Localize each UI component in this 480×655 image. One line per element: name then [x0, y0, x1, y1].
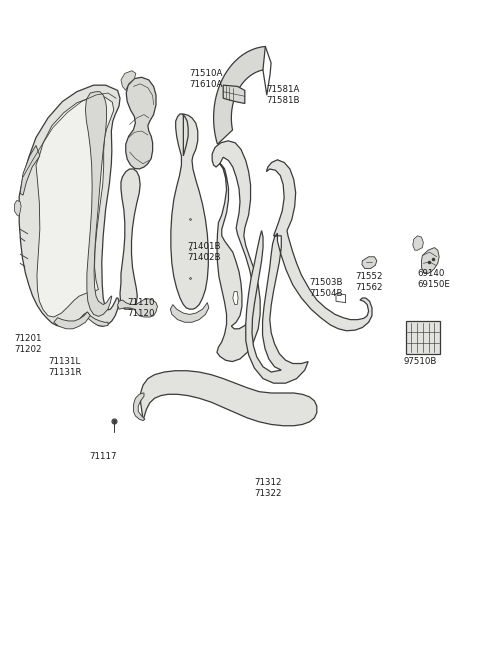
Text: 71312
71322: 71312 71322 — [254, 478, 282, 498]
Polygon shape — [246, 160, 372, 383]
Polygon shape — [212, 141, 260, 362]
Polygon shape — [121, 71, 136, 90]
Polygon shape — [133, 393, 145, 421]
Polygon shape — [85, 92, 112, 316]
Polygon shape — [413, 236, 423, 250]
Text: 71201
71202: 71201 71202 — [14, 334, 42, 354]
Polygon shape — [223, 85, 245, 103]
Polygon shape — [19, 85, 120, 326]
Polygon shape — [170, 303, 209, 322]
Text: 71117: 71117 — [89, 452, 116, 461]
Polygon shape — [171, 114, 208, 309]
Polygon shape — [36, 97, 114, 317]
Text: 71401B
71402B: 71401B 71402B — [187, 242, 221, 263]
Text: 71552
71562: 71552 71562 — [355, 272, 383, 292]
Text: 71503B
71504B: 71503B 71504B — [310, 278, 343, 299]
Polygon shape — [233, 291, 238, 305]
Polygon shape — [421, 248, 439, 274]
Text: 69140
69150E: 69140 69150E — [418, 269, 450, 289]
Polygon shape — [336, 293, 346, 303]
Polygon shape — [14, 200, 21, 216]
Polygon shape — [120, 169, 140, 309]
Polygon shape — [118, 299, 157, 317]
Polygon shape — [141, 371, 317, 426]
Polygon shape — [20, 145, 40, 195]
Polygon shape — [85, 312, 108, 326]
Text: 97510B: 97510B — [403, 357, 437, 366]
FancyBboxPatch shape — [406, 321, 440, 354]
Text: 71581A
71581B: 71581A 71581B — [266, 85, 300, 105]
Polygon shape — [214, 47, 265, 144]
Polygon shape — [126, 77, 156, 169]
Polygon shape — [362, 257, 377, 269]
Text: 71131L
71131R: 71131L 71131R — [48, 357, 82, 377]
Text: 71510A
71610A: 71510A 71610A — [190, 69, 223, 89]
Polygon shape — [54, 312, 90, 329]
Text: 71110
71120: 71110 71120 — [127, 298, 155, 318]
